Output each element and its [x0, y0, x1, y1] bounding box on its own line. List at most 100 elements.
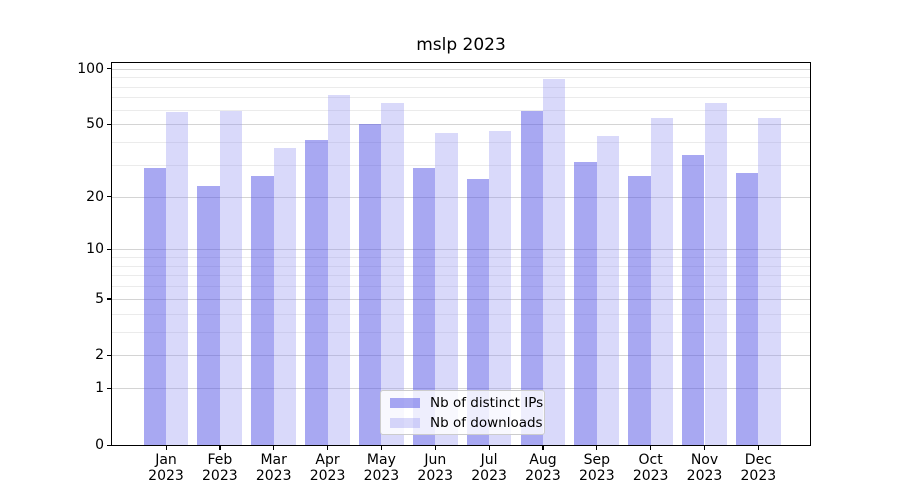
- bar-distinct-ips-jun: [412, 167, 436, 445]
- x-tick-mark: [542, 445, 544, 450]
- minor-gridline: [112, 331, 810, 333]
- bar-distinct-ips-jan: [143, 167, 166, 445]
- bar-distinct-ips-jul: [466, 179, 490, 445]
- y-tick-label: 50: [86, 116, 104, 133]
- bar-distinct-ips-may: [359, 124, 382, 445]
- legend-swatch-downloads: [390, 417, 420, 428]
- x-tick-year: 2023: [632, 468, 669, 484]
- y-tick-label: 5: [95, 290, 104, 307]
- bar-downloads-sep: [596, 136, 620, 445]
- bar-distinct-ips-mar: [251, 176, 274, 445]
- minor-gridline: [112, 265, 810, 267]
- x-tick-year: 2023: [148, 468, 184, 484]
- bar-distinct-ips-nov: [682, 155, 705, 445]
- x-tick-mark: [757, 445, 760, 450]
- legend-entry-downloads: Nb of downloads: [390, 415, 543, 431]
- x-tick-mark: [165, 445, 167, 450]
- major-gridline: [112, 249, 810, 251]
- x-tick-mark: [488, 445, 490, 450]
- bar-downloads-jan: [166, 112, 189, 445]
- x-tick-label: Jul 2023: [457, 452, 521, 484]
- x-tick-mark: [434, 445, 436, 450]
- y-tick-label: 20: [86, 188, 104, 205]
- y-tick-label: 1: [95, 380, 104, 397]
- x-tick-mark: [704, 445, 706, 450]
- x-tick-label: Aug 2023: [511, 452, 575, 484]
- x-tick-year: 2023: [202, 468, 238, 484]
- major-gridline: [112, 68, 810, 70]
- legend-entry-distinct-ips: Nb of distinct IPs: [390, 395, 543, 411]
- x-tick-mark: [273, 445, 275, 450]
- minor-gridline: [112, 97, 810, 99]
- y-tick-mark: [107, 196, 112, 198]
- x-tick-label: Oct 2023: [619, 452, 683, 484]
- x-tick-month: Feb: [207, 452, 233, 468]
- x-tick-label: Sep 2023: [565, 452, 629, 484]
- y-tick-mark: [107, 298, 112, 300]
- x-tick-year: 2023: [578, 468, 615, 484]
- plot-area: 100 50 20 10 5 2 1 0 Jan 2023 Feb 2023 Mar 2023 Apr 202…: [77, 61, 811, 484]
- x-tick-label: Jun 2023: [403, 452, 467, 484]
- y-tick-mark: [107, 123, 112, 125]
- x-tick-month: Jan: [155, 452, 177, 468]
- major-gridline: [112, 388, 810, 390]
- bar-downloads-may: [381, 103, 404, 445]
- bar-distinct-ips-oct: [628, 176, 651, 445]
- x-tick-month: May: [366, 452, 396, 468]
- y-tick-label: 0: [95, 437, 104, 453]
- minor-gridline: [112, 257, 810, 259]
- major-gridline: [112, 124, 810, 126]
- minor-gridline: [112, 313, 810, 315]
- x-tick-month: Jul: [480, 452, 498, 468]
- x-tick-mark: [650, 445, 652, 450]
- minor-gridline: [112, 109, 810, 111]
- x-tick-year: 2023: [471, 468, 507, 484]
- bar-distinct-ips-sep: [574, 162, 597, 445]
- chart-title: mslp 2023: [416, 35, 506, 55]
- x-tick-month: Apr: [315, 452, 340, 468]
- bar-downloads-dec: [758, 118, 781, 445]
- x-tick-label: Jan 2023: [134, 452, 198, 484]
- x-tick-month: Aug: [529, 452, 557, 468]
- x-tick-month: Nov: [690, 452, 719, 468]
- x-tick-year: 2023: [309, 468, 346, 484]
- x-tick-year: 2023: [255, 468, 292, 484]
- x-tick-month: Oct: [638, 452, 663, 468]
- x-tick-label: Feb 2023: [188, 452, 252, 484]
- y-tick-mark: [107, 68, 112, 70]
- legend-label-downloads: Nb of downloads: [430, 414, 543, 431]
- minor-gridline: [112, 86, 810, 88]
- y-tick-mark: [107, 354, 112, 357]
- y-tick-label: 100: [77, 60, 104, 77]
- x-tick-year: 2023: [525, 468, 561, 484]
- bar-downloads-feb: [219, 111, 243, 445]
- x-tick-year: 2023: [686, 468, 723, 484]
- minor-gridline: [112, 275, 810, 277]
- legend-swatch-distinct-ips: [390, 397, 420, 408]
- bar-downloads-oct: [650, 118, 674, 445]
- bar-downloads-nov: [704, 103, 727, 445]
- x-tick-month: Sep: [583, 452, 610, 468]
- major-gridline: [112, 196, 810, 198]
- major-gridline: [112, 298, 810, 300]
- bar-distinct-ips-feb: [197, 185, 220, 445]
- bar-downloads-apr: [327, 95, 350, 445]
- x-tick-mark: [596, 445, 598, 450]
- x-tick-month: Mar: [260, 452, 287, 468]
- bar-downloads-mar: [273, 148, 297, 445]
- bar-distinct-ips-aug: [520, 111, 543, 445]
- legend: Nb of distinct IPs Nb of downloads: [380, 390, 545, 435]
- x-tick-mark: [380, 445, 383, 450]
- x-tick-month: Dec: [744, 452, 772, 468]
- bar-downloads-aug: [542, 78, 566, 445]
- y-tick-mark: [107, 444, 112, 446]
- minor-gridline: [112, 164, 810, 166]
- y-tick-label: 2: [95, 347, 104, 364]
- major-gridline: [112, 355, 810, 357]
- y-tick-mark: [107, 387, 112, 390]
- y-tick-mark: [107, 248, 112, 251]
- x-tick-month: Jun: [424, 452, 447, 468]
- bar-downloads-jul: [489, 130, 512, 445]
- bar-distinct-ips-apr: [305, 140, 328, 445]
